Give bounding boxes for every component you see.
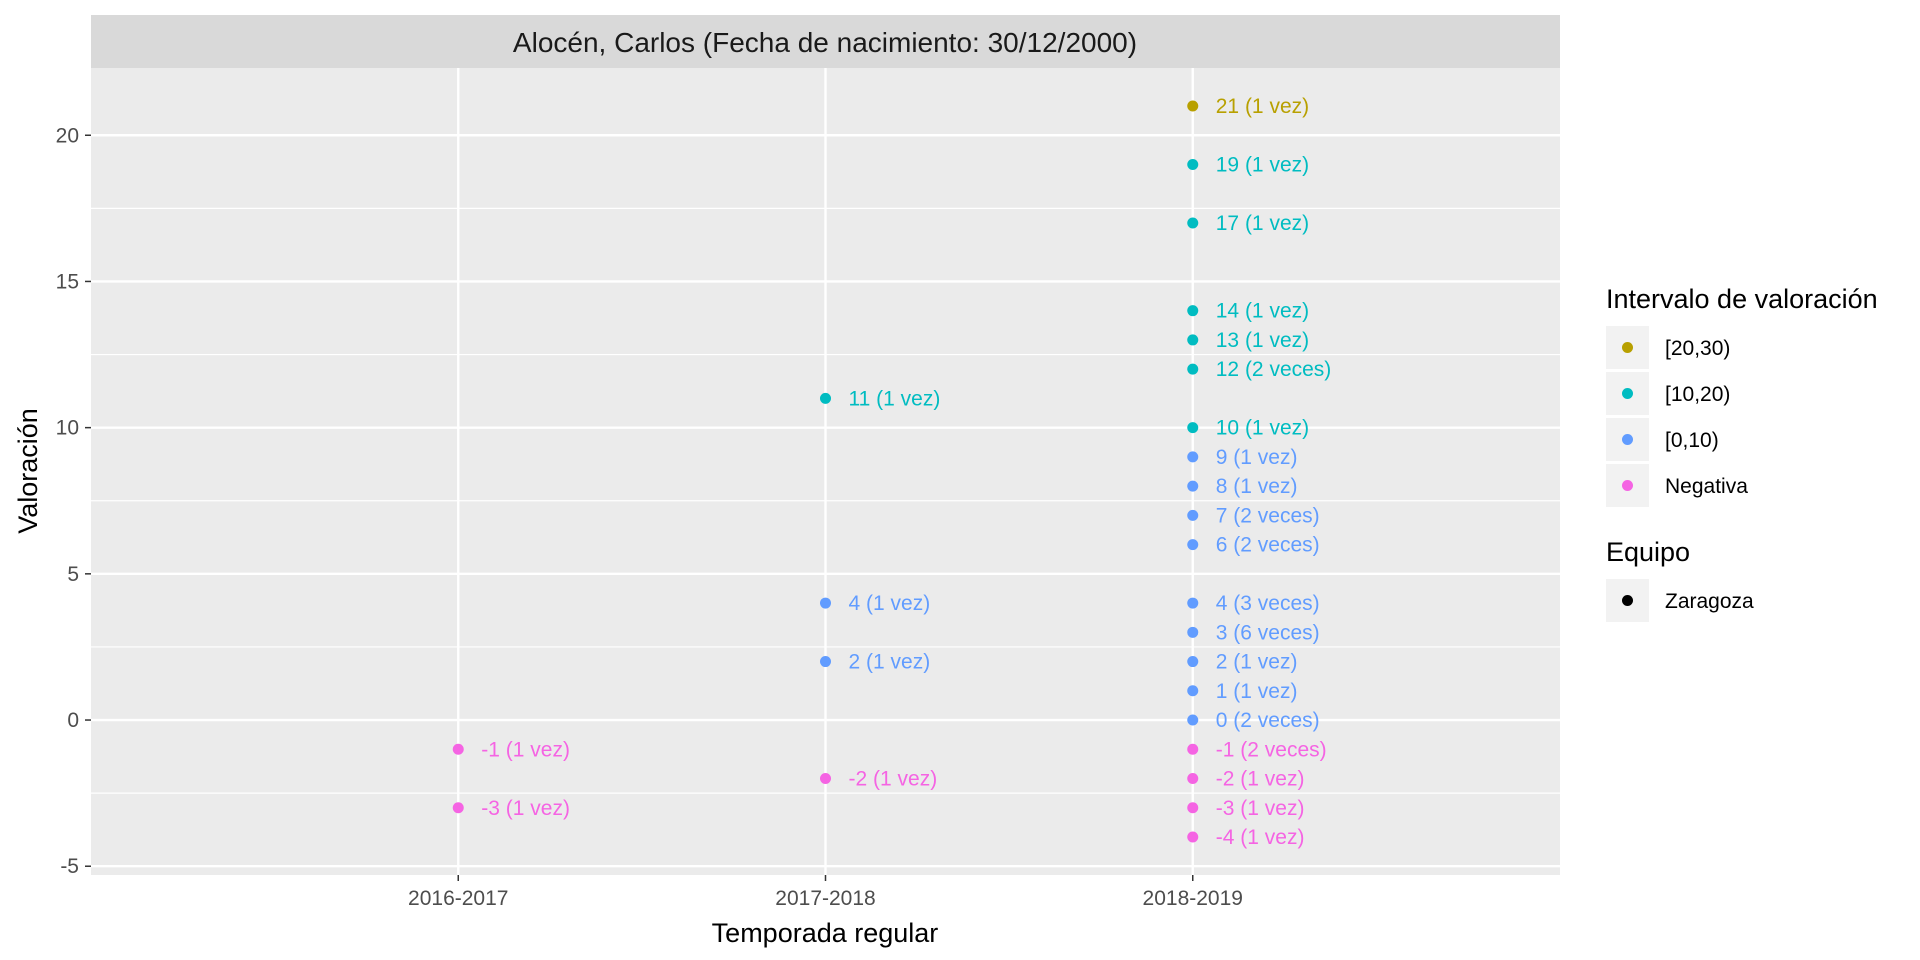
data-point	[1187, 802, 1199, 814]
legend-label: Zaragoza	[1665, 590, 1754, 613]
legend-label: [20,30)	[1665, 337, 1730, 360]
data-point-label: 3 (6 veces)	[1216, 621, 1320, 644]
y-axis-ticks: -5 0 5 10 15 20	[56, 124, 91, 878]
data-point	[1187, 626, 1199, 638]
data-point-label: 8 (1 vez)	[1216, 475, 1298, 498]
data-point	[820, 656, 831, 668]
data-point	[1187, 597, 1199, 609]
data-point-label: -1 (2 veces)	[1216, 738, 1327, 761]
data-point-label: -2 (1 vez)	[1216, 768, 1305, 791]
data-point	[1187, 305, 1199, 317]
grid-major	[91, 68, 1560, 875]
data-point	[1187, 451, 1199, 463]
data-point	[1187, 100, 1199, 112]
legend-title: Equipo	[1606, 537, 1690, 567]
data-point	[1187, 656, 1199, 668]
data-point	[1187, 158, 1199, 170]
facet-strip	[91, 15, 1560, 68]
y-tick-label: 20	[56, 124, 79, 147]
data-point	[1187, 773, 1199, 785]
data-point-label: 10 (1 vez)	[1216, 417, 1309, 440]
data-point-labels: -1 (1 vez) -3 (1 vez) 11 (1 vez) 4 (1 vez) 2…	[481, 95, 1331, 849]
y-tick-label: 5	[67, 563, 79, 586]
data-point-label: 11 (1 vez)	[849, 387, 941, 410]
data-point	[820, 773, 831, 785]
chart-title: Alocén, Carlos (Fecha de nacimiento: 30/…	[513, 27, 1137, 58]
data-point-label: 1 (1 vez)	[1216, 680, 1298, 703]
legend-swatch	[1622, 480, 1633, 491]
y-tick-label: -5	[60, 855, 79, 878]
data-point-label: 17 (1 vez)	[1216, 212, 1309, 235]
legend-label: Negativa	[1665, 475, 1748, 498]
data-point	[1187, 743, 1199, 755]
data-point-label: 19 (1 vez)	[1216, 153, 1309, 176]
data-point	[1187, 685, 1199, 697]
data-point-label: -4 (1 vez)	[1216, 826, 1305, 849]
data-point	[1187, 363, 1199, 375]
data-point	[1187, 334, 1199, 346]
data-point	[820, 392, 831, 404]
data-point	[1187, 480, 1199, 492]
data-point	[1187, 509, 1199, 521]
data-point	[1187, 422, 1199, 434]
data-point-label: 4 (3 veces)	[1216, 592, 1320, 615]
data-point	[1187, 217, 1199, 229]
data-point-label: 7 (2 veces)	[1216, 504, 1320, 527]
data-point	[820, 597, 831, 609]
data-point-label: -1 (1 vez)	[481, 738, 570, 761]
legend-label: [0,10)	[1665, 429, 1719, 452]
y-tick-label: 15	[56, 270, 79, 293]
legend-swatch	[1622, 342, 1633, 353]
data-point-label: 14 (1 vez)	[1216, 300, 1309, 323]
data-point-label: 9 (1 vez)	[1216, 446, 1298, 469]
data-point-label: 4 (1 vez)	[849, 592, 931, 615]
x-tick-label: 2017-2018	[775, 887, 875, 910]
legend-swatch	[1622, 388, 1633, 399]
data-point-label: 0 (2 veces)	[1216, 709, 1320, 732]
legend-swatch	[1622, 434, 1633, 445]
y-tick-label: 10	[56, 417, 79, 440]
data-point-label: 21 (1 vez)	[1216, 95, 1309, 118]
data-point-label: 2 (1 vez)	[849, 651, 931, 674]
data-point	[452, 743, 464, 755]
x-tick-label: 2016-2017	[408, 887, 508, 910]
legend-title: Intervalo de valoración	[1606, 284, 1878, 314]
data-point	[1187, 539, 1199, 551]
y-axis-title: Valoración	[13, 408, 43, 534]
data-point-label: -3 (1 vez)	[1216, 797, 1305, 820]
data-point	[1187, 831, 1199, 843]
x-tick-label: 2018-2019	[1143, 887, 1243, 910]
legend-swatch	[1622, 595, 1633, 606]
x-axis-title: Temporada regular	[712, 918, 939, 948]
data-point-label: 6 (2 veces)	[1216, 534, 1320, 557]
x-axis-ticks: 2016-2017 2017-2018 2018-2019	[408, 875, 1243, 910]
data-point	[1187, 714, 1199, 726]
data-point-label: -2 (1 vez)	[849, 768, 938, 791]
data-points	[452, 100, 1199, 843]
data-point-label: 12 (2 veces)	[1216, 358, 1332, 381]
legend: Intervalo de valoración [20,30) [10,20) [0,…	[1606, 284, 1878, 622]
data-point-label: 2 (1 vez)	[1216, 651, 1298, 674]
data-point-label: -3 (1 vez)	[481, 797, 570, 820]
data-point-label: 13 (1 vez)	[1216, 329, 1309, 352]
legend-label: [10,20)	[1665, 383, 1730, 406]
data-point	[452, 802, 464, 814]
y-tick-label: 0	[67, 709, 79, 732]
